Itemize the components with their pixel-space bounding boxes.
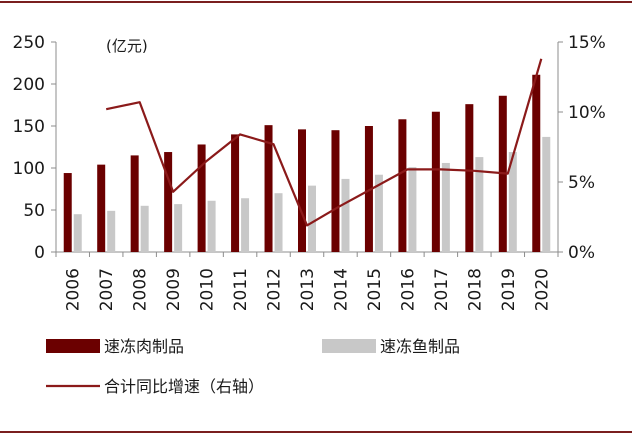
left-axis-tick-label: 250 — [13, 33, 45, 53]
x-axis-tick-label: 2015 — [365, 268, 385, 311]
x-axis-tick-label: 2018 — [465, 268, 485, 311]
labels-group: 0 50 100 150 200 250 0% 5% 10% 15% 2006 2007 2008 200… — [13, 33, 606, 311]
bar-fish-products — [73, 214, 82, 252]
legend-label-growth: 合计同比增速（右轴） — [104, 377, 264, 396]
bar-meat-products — [364, 126, 373, 252]
x-axis-tick-label: 2014 — [331, 268, 351, 311]
x-axis-tick-label: 2008 — [131, 268, 151, 311]
bar-fish-products — [408, 167, 417, 252]
bar-meat-products — [465, 104, 474, 252]
legend-item-meat: 速冻肉制品 — [46, 337, 184, 356]
x-axis-tick-label: 2006 — [64, 268, 84, 311]
bars-group — [63, 74, 551, 252]
bar-fish-products — [341, 178, 350, 252]
bar-meat-products — [164, 152, 173, 252]
bar-meat-products — [532, 74, 541, 252]
right-axis-tick-label: 10% — [568, 103, 606, 123]
x-axis-tick-label: 2016 — [398, 268, 418, 311]
left-axis-tick-label: 200 — [13, 75, 45, 95]
legend-label-meat: 速冻肉制品 — [104, 337, 184, 356]
right-axis-tick-label: 0% — [568, 243, 595, 263]
bar-fish-products — [207, 200, 216, 252]
legend-swatch-meat — [46, 339, 100, 353]
bar-fish-products — [241, 198, 250, 252]
bar-meat-products — [264, 125, 273, 252]
legend-item-fish: 速冻鱼制品 — [322, 337, 460, 356]
left-axis-tick-label: 150 — [13, 117, 45, 137]
bar-fish-products — [475, 157, 484, 252]
bar-fish-products — [308, 185, 316, 252]
axes-group — [51, 41, 563, 257]
left-axis-tick-label: 100 — [13, 159, 45, 179]
bar-meat-products — [231, 134, 240, 252]
right-axis-tick-label: 15% — [568, 33, 606, 53]
bar-fish-products — [441, 162, 450, 252]
left-axis-tick-label: 50 — [23, 201, 45, 221]
bar-meat-products — [331, 130, 340, 252]
growth-line-group — [105, 58, 543, 227]
bar-meat-products — [431, 111, 440, 252]
legend-label-fish: 速冻鱼制品 — [380, 337, 460, 356]
bar-fish-products — [140, 205, 149, 252]
legend-item-growth: 合计同比增速（右轴） — [46, 377, 264, 396]
bar-fish-products — [174, 204, 183, 252]
x-axis-tick-label: 2019 — [499, 268, 519, 311]
bar-meat-products — [398, 119, 407, 252]
x-axis-tick-label: 2009 — [164, 268, 184, 311]
bar-fish-products — [107, 210, 116, 252]
bar-meat-products — [298, 129, 306, 252]
x-axis-tick-label: 2011 — [231, 268, 251, 311]
x-axis-tick-label: 2007 — [97, 268, 117, 311]
x-axis-tick-label: 2020 — [532, 268, 552, 311]
unit-label: (亿元) — [106, 37, 148, 55]
bar-meat-products — [130, 155, 139, 252]
x-axis-tick-label: 2010 — [198, 268, 218, 311]
left-axis-tick-label: 0 — [34, 243, 45, 263]
bar-fish-products — [542, 136, 551, 252]
right-axis-tick-label: 5% — [568, 173, 595, 193]
growth-rate-line — [105, 58, 543, 227]
bar-meat-products — [197, 144, 206, 252]
bar-fish-products — [274, 193, 283, 252]
bar-meat-products — [97, 164, 106, 252]
x-axis-tick-label: 2013 — [298, 268, 318, 311]
x-axis-tick-label: 2017 — [432, 268, 452, 311]
bar-fish-products — [508, 152, 517, 252]
bar-fish-products — [374, 174, 383, 252]
x-axis-tick-label: 2012 — [265, 268, 285, 311]
legend-swatch-fish — [322, 339, 376, 353]
bar-meat-products — [63, 173, 72, 252]
